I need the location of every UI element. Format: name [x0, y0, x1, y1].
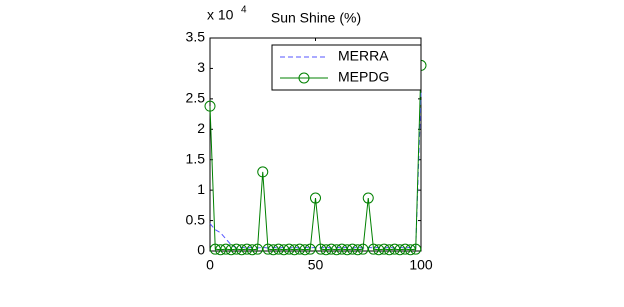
series-marker [378, 243, 390, 255]
legend-label: MERRA [338, 48, 389, 64]
legend-box [271, 44, 422, 91]
series-marker [336, 243, 348, 255]
series-marker [294, 243, 306, 255]
series-line [209, 92, 422, 249]
series-marker [288, 244, 300, 256]
y-tick-label: 2 [197, 120, 205, 136]
x-tick-label: 50 [308, 257, 324, 273]
series-marker [362, 192, 374, 204]
series-marker [399, 243, 411, 255]
series-marker [368, 243, 380, 255]
legend-marker [298, 72, 310, 84]
series-marker [299, 244, 311, 256]
axis-multiplier-exponent: 4 [241, 5, 247, 16]
axis-multiplier: x 10 [207, 7, 234, 23]
y-tick-label: 3.5 [186, 29, 206, 45]
series-marker [373, 244, 385, 256]
series-marker [383, 244, 395, 256]
series-marker [204, 100, 216, 112]
series-marker [267, 244, 279, 256]
series-marker [357, 243, 369, 255]
series-marker [215, 244, 227, 256]
x-tick-label: 0 [206, 257, 214, 273]
series-marker [352, 244, 364, 256]
series-marker [220, 243, 232, 255]
series-marker [246, 244, 258, 256]
series-marker [310, 192, 321, 204]
series-marker [331, 244, 343, 256]
x-tick-label: 100 [409, 257, 433, 273]
series-marker [283, 243, 295, 255]
series-marker [225, 244, 237, 256]
series-marker [251, 243, 263, 255]
y-tick-label: 0.5 [186, 211, 206, 227]
series-marker [262, 243, 274, 255]
series-line [209, 65, 422, 251]
y-tick-label: 1.5 [186, 150, 206, 166]
y-tick-label: 0 [197, 242, 205, 258]
series-marker [320, 244, 332, 256]
series-marker [341, 244, 353, 256]
y-tick-label: 1 [197, 181, 205, 197]
y-tick-label: 3 [197, 59, 205, 75]
series-marker [346, 243, 358, 255]
series-marker [389, 243, 401, 255]
series-marker [273, 243, 285, 255]
series-marker [230, 243, 242, 255]
series-marker [304, 243, 316, 255]
y-tick-label: 2.5 [186, 90, 206, 106]
series-marker [410, 243, 422, 255]
series-marker [241, 243, 253, 255]
series-marker [257, 166, 269, 178]
series-marker [394, 244, 406, 256]
series-marker [404, 244, 416, 256]
series-marker [325, 243, 337, 255]
chart-title: Sun Shine (%) [271, 10, 361, 26]
legend-label: MEPDG [338, 69, 389, 85]
series-marker [209, 243, 221, 255]
series-marker [236, 244, 248, 256]
series-marker [315, 243, 327, 255]
series-marker [278, 244, 290, 256]
